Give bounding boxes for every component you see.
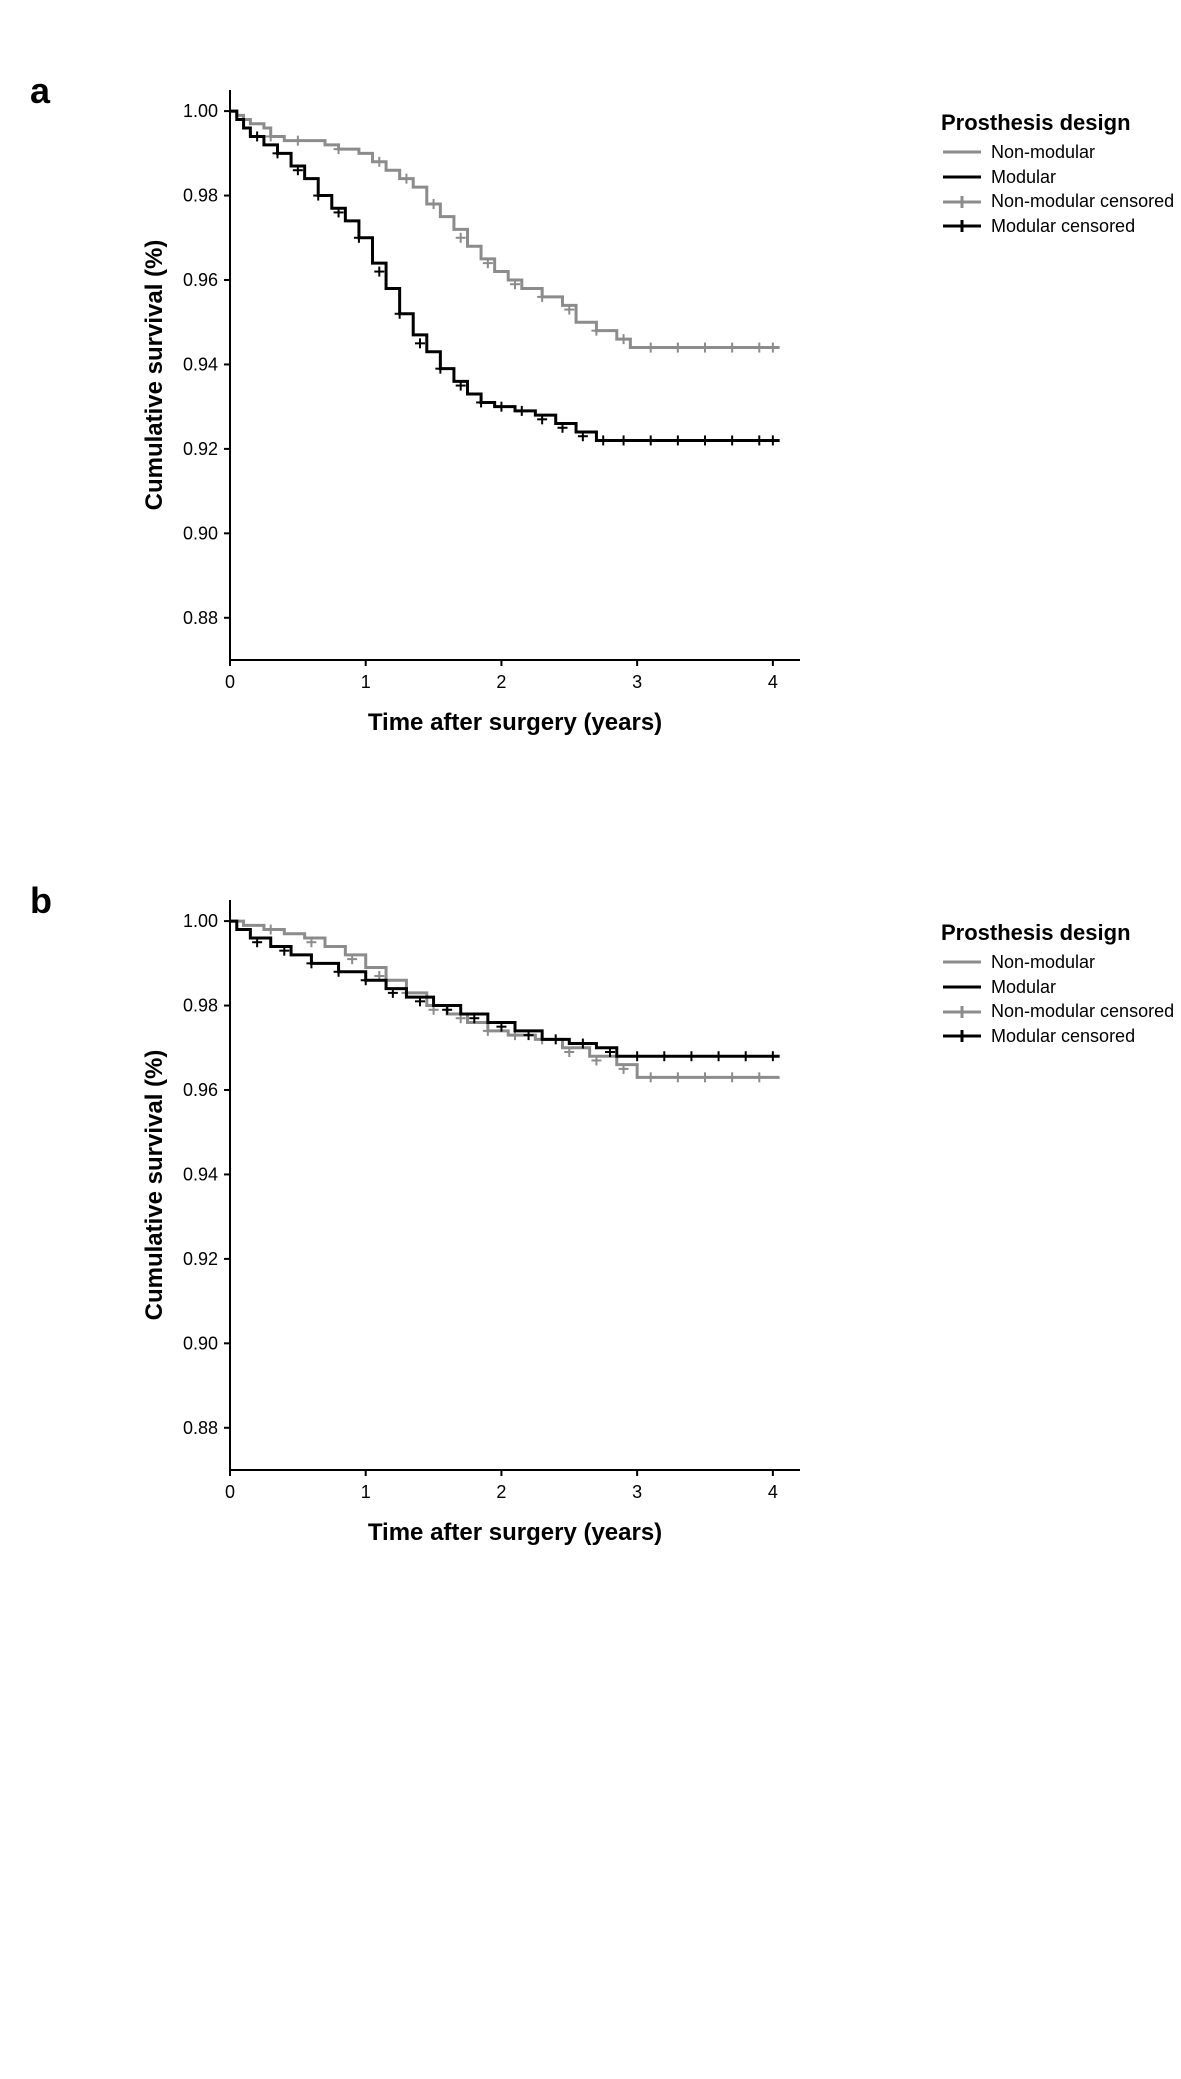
svg-text:4: 4 bbox=[768, 1482, 778, 1502]
legend-title: Prosthesis design bbox=[941, 920, 1181, 946]
legend-item: Non-modular bbox=[941, 142, 1181, 163]
legend-swatch bbox=[941, 952, 983, 972]
svg-text:1.00: 1.00 bbox=[183, 911, 218, 931]
figure-container: a 0.88 0.90 0.92 0.94 0.96 0.98 1.00 0 1 2 3 4 Time a… bbox=[20, 70, 1181, 1640]
svg-text:Time after surgery (years): Time after surgery (years) bbox=[368, 1519, 662, 1546]
svg-text:0.92: 0.92 bbox=[183, 1249, 218, 1269]
legend-label: Modular censored bbox=[991, 1026, 1135, 1047]
svg-text:0.88: 0.88 bbox=[183, 608, 218, 628]
svg-text:0.90: 0.90 bbox=[183, 1333, 218, 1353]
legend-swatch bbox=[941, 192, 983, 212]
svg-text:Time after surgery (years): Time after surgery (years) bbox=[368, 709, 662, 736]
legend-item: Non-modular bbox=[941, 952, 1181, 973]
svg-text:0.88: 0.88 bbox=[183, 1418, 218, 1438]
legend-label: Non-modular bbox=[991, 952, 1095, 973]
svg-text:Cumulative survival (%): Cumulative survival (%) bbox=[141, 240, 168, 511]
svg-text:0.98: 0.98 bbox=[183, 186, 218, 206]
legend: Prosthesis design Non-modular Modular Non-m… bbox=[941, 920, 1181, 1051]
panel-label: b bbox=[30, 880, 52, 922]
legend-item: Non-modular censored bbox=[941, 1001, 1181, 1022]
legend-label: Non-modular censored bbox=[991, 191, 1174, 212]
legend-label: Modular bbox=[991, 167, 1056, 188]
svg-text:1: 1 bbox=[361, 1482, 371, 1502]
legend-swatch bbox=[941, 216, 983, 236]
svg-text:2: 2 bbox=[496, 672, 506, 692]
svg-text:0.94: 0.94 bbox=[183, 354, 218, 374]
legend-swatch bbox=[941, 142, 983, 162]
svg-text:Cumulative survival (%): Cumulative survival (%) bbox=[141, 1050, 168, 1321]
legend: Prosthesis design Non-modular Modular Non-m… bbox=[941, 110, 1181, 241]
legend-swatch bbox=[941, 1002, 983, 1022]
chart-panel: a 0.88 0.90 0.92 0.94 0.96 0.98 1.00 0 1 2 3 4 Time a… bbox=[20, 70, 1181, 830]
svg-text:4: 4 bbox=[768, 672, 778, 692]
legend-item: Modular bbox=[941, 167, 1181, 188]
svg-text:0: 0 bbox=[225, 1482, 235, 1502]
legend-label: Modular censored bbox=[991, 216, 1135, 237]
legend-item: Modular censored bbox=[941, 216, 1181, 237]
svg-text:0: 0 bbox=[225, 672, 235, 692]
svg-text:0.94: 0.94 bbox=[183, 1164, 218, 1184]
plot-area: 0.88 0.90 0.92 0.94 0.96 0.98 1.00 0 1 2 3 4 Time af… bbox=[140, 70, 1040, 750]
svg-text:0.96: 0.96 bbox=[183, 1080, 218, 1100]
legend-label: Non-modular bbox=[991, 142, 1095, 163]
legend-swatch bbox=[941, 167, 983, 187]
legend-label: Modular bbox=[991, 977, 1056, 998]
plot-area: 0.88 0.90 0.92 0.94 0.96 0.98 1.00 0 1 2 3 4 Time af… bbox=[140, 880, 1040, 1560]
svg-text:0.96: 0.96 bbox=[183, 270, 218, 290]
svg-text:2: 2 bbox=[496, 1482, 506, 1502]
chart-panel: b 0.88 0.90 0.92 0.94 0.96 0.98 1.00 0 1 2 3 4 Time a… bbox=[20, 880, 1181, 1640]
svg-text:3: 3 bbox=[632, 1482, 642, 1502]
legend-swatch bbox=[941, 1026, 983, 1046]
legend-swatch bbox=[941, 977, 983, 997]
svg-text:0.90: 0.90 bbox=[183, 523, 218, 543]
svg-text:0.98: 0.98 bbox=[183, 996, 218, 1016]
legend-item: Modular censored bbox=[941, 1026, 1181, 1047]
legend-title: Prosthesis design bbox=[941, 110, 1181, 136]
legend-label: Non-modular censored bbox=[991, 1001, 1174, 1022]
panel-label: a bbox=[30, 70, 50, 112]
svg-text:1: 1 bbox=[361, 672, 371, 692]
svg-text:3: 3 bbox=[632, 672, 642, 692]
legend-item: Non-modular censored bbox=[941, 191, 1181, 212]
svg-text:1.00: 1.00 bbox=[183, 101, 218, 121]
legend-item: Modular bbox=[941, 977, 1181, 998]
svg-text:0.92: 0.92 bbox=[183, 439, 218, 459]
